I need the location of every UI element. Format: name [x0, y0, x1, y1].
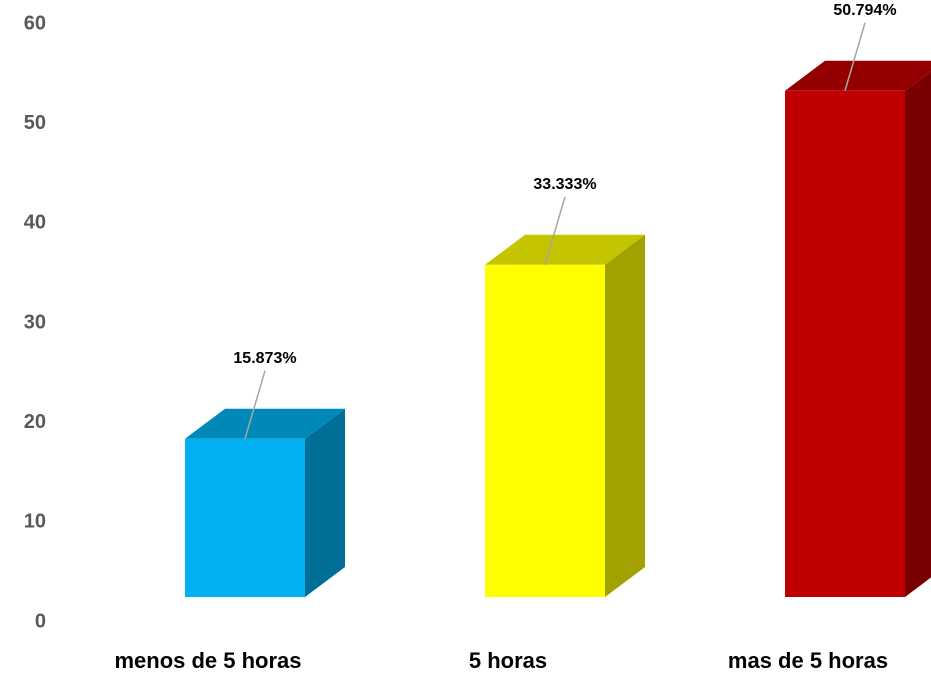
bar-side	[305, 408, 345, 597]
y-tick-label: 40	[24, 212, 46, 234]
bar-side	[905, 71, 931, 597]
x-tick-label: menos de 5 horas	[114, 648, 301, 673]
bar-side	[605, 234, 645, 597]
bar-top	[485, 234, 645, 265]
value-label: 50.794%	[833, 2, 896, 19]
y-tick-label: 0	[35, 610, 46, 632]
x-tick-label: mas de 5 horas	[728, 648, 888, 673]
value-label: 15.873%	[233, 350, 296, 367]
value-label: 33.333%	[533, 176, 596, 193]
y-tick-label: 50	[24, 112, 46, 134]
y-tick-label: 30	[24, 311, 46, 333]
bar-3d	[485, 234, 645, 597]
leader-line	[244, 370, 266, 440]
y-tick-label: 10	[24, 511, 46, 533]
bar	[185, 438, 305, 597]
y-tick-label: 20	[24, 411, 46, 433]
bar-3d	[185, 408, 345, 597]
leader-line	[844, 22, 866, 91]
bar	[485, 264, 605, 597]
y-tick-label: 60	[24, 12, 46, 34]
bar	[785, 90, 905, 597]
bar-top	[785, 60, 931, 91]
bar-3d	[785, 60, 931, 597]
leader-line	[544, 196, 566, 265]
x-tick-label: 5 horas	[469, 648, 547, 673]
bar-top	[185, 408, 345, 439]
